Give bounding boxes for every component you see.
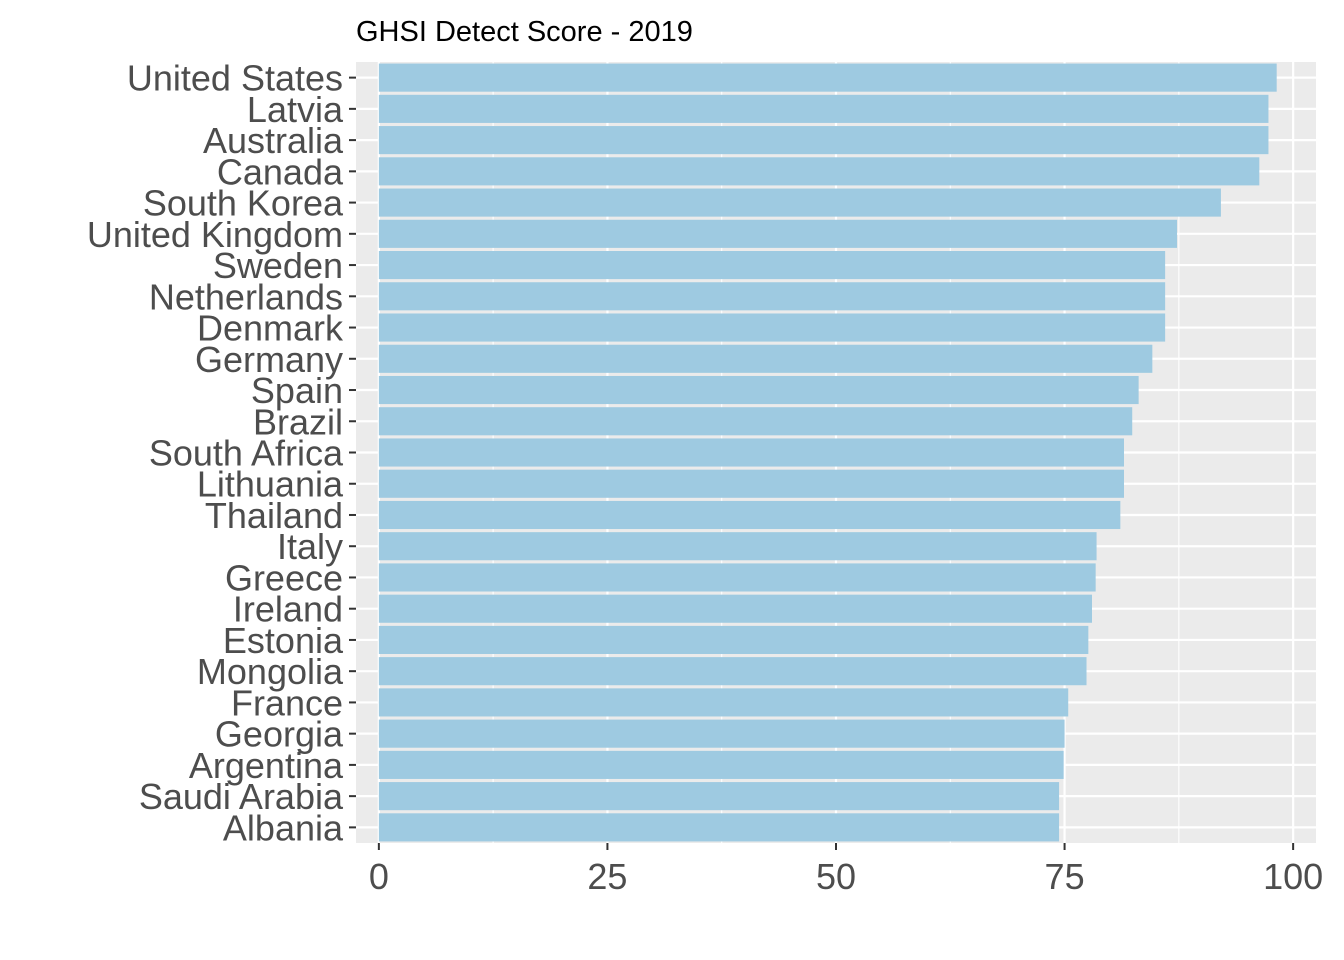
bar: [378, 126, 1269, 155]
bar: [378, 782, 1060, 811]
bar: [378, 719, 1065, 748]
bar: [378, 500, 1121, 530]
y-tick-label: South Africa: [149, 433, 344, 474]
y-tick-label: Spain: [251, 370, 343, 411]
y-tick-label: Mongolia: [197, 651, 344, 692]
bar: [378, 563, 1096, 592]
bar: [378, 157, 1260, 186]
bar: [378, 750, 1064, 779]
y-tick-label: Saudi Arabia: [139, 776, 344, 817]
x-tick-label: 50: [816, 856, 856, 897]
y-tick-label: Estonia: [223, 620, 344, 661]
bar: [378, 94, 1269, 123]
bar: [378, 688, 1069, 717]
y-tick-label: Latvia: [247, 89, 344, 130]
y-tick-label: Australia: [203, 120, 344, 161]
y-tick-label: Denmark: [197, 308, 344, 349]
bar: [378, 63, 1277, 92]
y-tick-label: Argentina: [189, 745, 344, 786]
y-tick-label: Sweden: [213, 245, 343, 286]
bar: [378, 438, 1124, 467]
y-tick-label: France: [231, 682, 343, 723]
x-tick-label: 100: [1263, 856, 1323, 897]
y-tick-label: Greece: [225, 557, 343, 598]
bar: [378, 375, 1139, 405]
bar: [378, 219, 1178, 248]
bar: [378, 282, 1166, 311]
y-tick-label: Lithuania: [197, 464, 344, 505]
x-tick-label: 75: [1045, 856, 1085, 897]
bar: [378, 625, 1089, 654]
x-tick-label: 25: [587, 856, 627, 897]
bar: [378, 313, 1166, 342]
bar: [378, 657, 1087, 686]
y-tick-label: Thailand: [205, 495, 343, 536]
bar: [378, 407, 1133, 436]
axes: United StatesLatviaAustraliaCanadaSouth …: [87, 58, 1323, 897]
bar: [378, 813, 1060, 842]
bar: [378, 532, 1097, 561]
y-tick-label: Georgia: [215, 714, 344, 755]
y-tick-label: Albania: [223, 807, 344, 848]
y-tick-label: South Korea: [143, 183, 344, 224]
y-tick-label: Germany: [195, 339, 343, 380]
chart-title: GHSI Detect Score - 2019: [356, 16, 693, 48]
y-tick-label: Brazil: [253, 401, 343, 442]
y-tick-label: Netherlands: [149, 276, 343, 317]
y-tick-label: Ireland: [233, 589, 343, 630]
bar: [378, 251, 1166, 280]
bar: [378, 188, 1221, 217]
y-tick-label: United States: [127, 58, 343, 99]
y-tick-label: Italy: [277, 526, 343, 567]
bar: [378, 344, 1153, 373]
bar: [378, 469, 1124, 498]
bars: [378, 63, 1277, 842]
y-tick-label: Canada: [217, 151, 344, 192]
x-tick-label: 0: [369, 856, 389, 897]
bar: [378, 594, 1092, 623]
y-tick-label: United Kingdom: [87, 214, 343, 255]
